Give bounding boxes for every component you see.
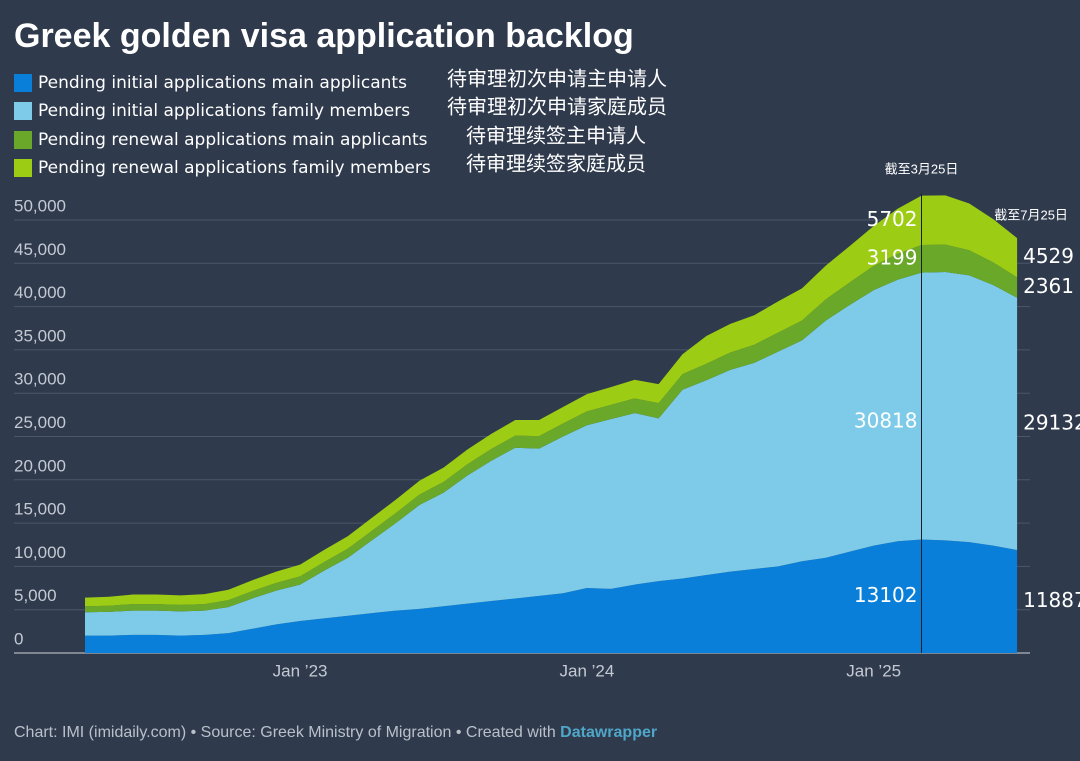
area xyxy=(85,271,1018,636)
source-link[interactable]: Datawrapper xyxy=(560,724,657,741)
y-tick-label: 45,000 xyxy=(14,240,66,259)
y-tick-label: 15,000 xyxy=(14,500,66,519)
legend-label: Pending renewal applications main applic… xyxy=(38,130,428,150)
y-tick-label: 50,000 xyxy=(14,196,66,215)
area xyxy=(85,195,1018,607)
area xyxy=(85,244,1018,613)
legend-label-zh: 待审理续签主申请人 xyxy=(466,124,646,147)
y-tick-label: 25,000 xyxy=(14,413,66,432)
annotation: 截至7月25日 xyxy=(994,207,1068,222)
value-label: 11887 xyxy=(1023,588,1080,612)
y-tick-label: 35,000 xyxy=(14,326,66,345)
y-tick-label: 10,000 xyxy=(14,543,66,562)
value-label: 30818 xyxy=(854,409,918,433)
y-tick-label: 0 xyxy=(14,629,23,648)
source: Chart: IMI (imidaily.com) • Source: Gree… xyxy=(14,724,657,741)
legend-swatch xyxy=(14,74,32,92)
chart-title: Greek golden visa application backlog xyxy=(14,17,634,55)
y-tick-label: 40,000 xyxy=(14,283,66,302)
value-label: 3199 xyxy=(867,245,918,269)
legend-swatch xyxy=(14,131,32,149)
value-label: 13102 xyxy=(854,583,918,607)
legend-label-zh: 待审理初次申请家庭成员 xyxy=(447,95,667,118)
x-tick-label: Jan ’23 xyxy=(273,661,328,680)
legend-label-zh: 待审理续签家庭成员 xyxy=(466,152,646,175)
value-label: 2361 xyxy=(1023,274,1074,298)
annotation: 截至3月25日 xyxy=(885,161,959,176)
area xyxy=(85,539,1018,653)
source-text: Chart: IMI (imidaily.com) • Source: Gree… xyxy=(14,724,560,741)
legend-label-zh: 待审理初次申请主申请人 xyxy=(447,67,667,90)
legend-label: Pending initial applications family memb… xyxy=(38,101,410,121)
legend-swatch xyxy=(14,102,32,120)
legend-label: Pending renewal applications family memb… xyxy=(38,158,431,178)
value-label: 4529 xyxy=(1023,244,1074,268)
value-label: 5702 xyxy=(867,207,918,231)
x-tick-label: Jan ’25 xyxy=(846,661,901,680)
legend-label: Pending initial applications main applic… xyxy=(38,73,407,93)
y-tick-label: 5,000 xyxy=(14,586,57,605)
x-tick-label: Jan ’24 xyxy=(559,661,614,680)
y-tick-label: 30,000 xyxy=(14,370,66,389)
y-tick-label: 20,000 xyxy=(14,456,66,475)
legend-swatch xyxy=(14,159,32,177)
